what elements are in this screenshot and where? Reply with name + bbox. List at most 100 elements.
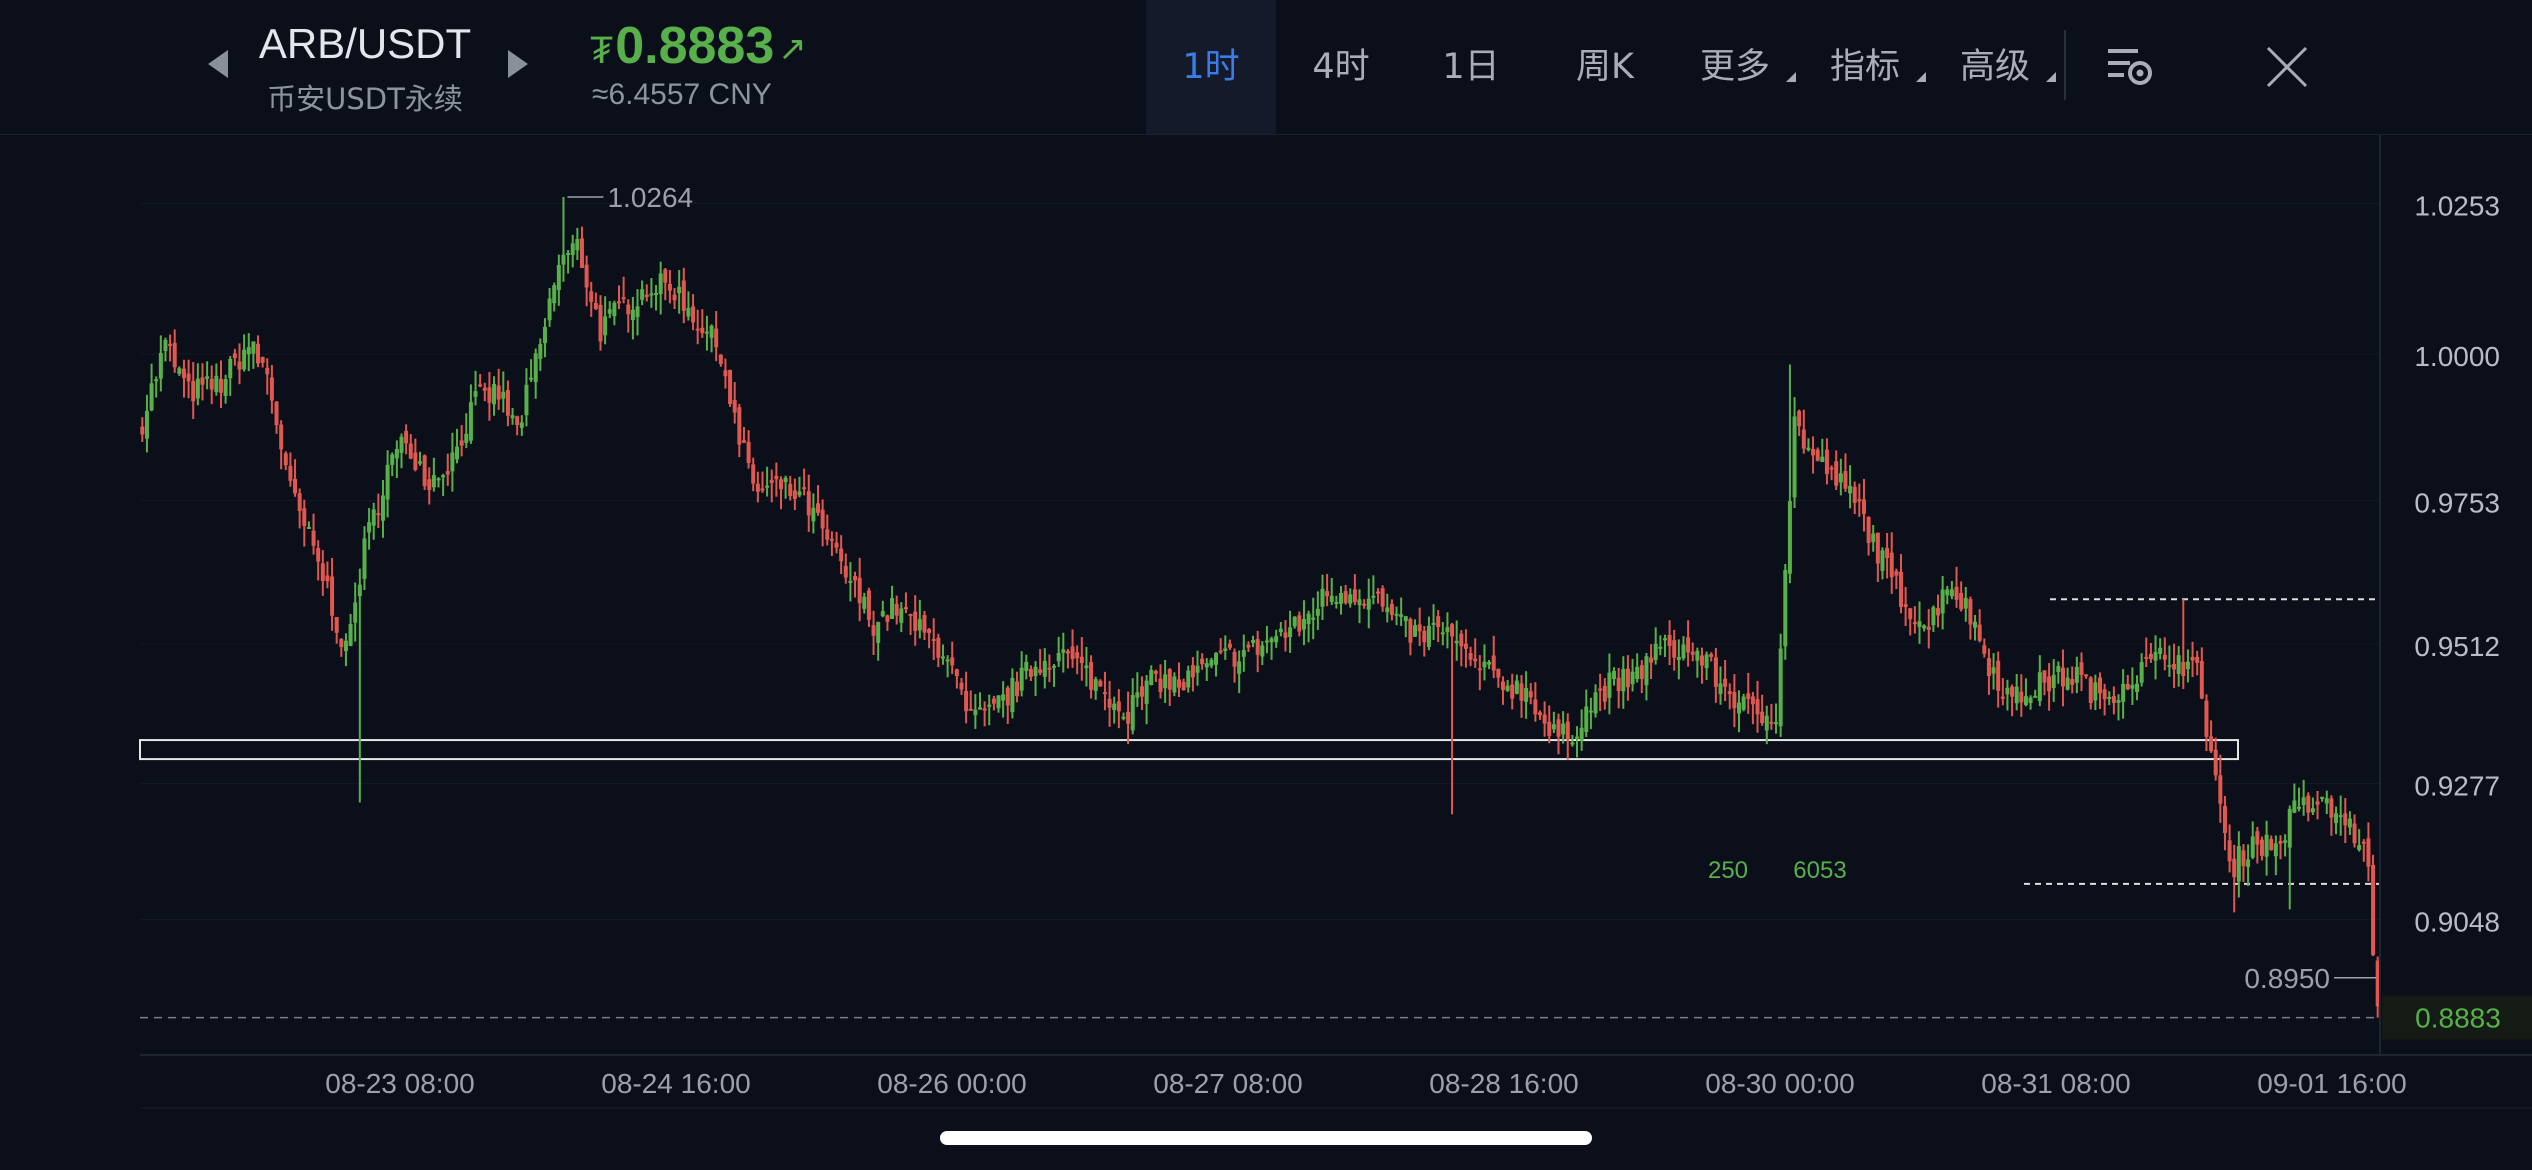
- candle: [1778, 633, 1783, 737]
- tab-advanced[interactable]: 高级: [1930, 0, 2060, 134]
- candle: [945, 655, 950, 678]
- candle: [450, 432, 455, 492]
- candle: [612, 300, 617, 326]
- candle-body: [492, 384, 497, 405]
- home-indicator[interactable]: [940, 1131, 1592, 1145]
- candle: [181, 359, 186, 398]
- candle: [2371, 854, 2376, 957]
- next-pair-arrow-icon[interactable]: [508, 50, 528, 78]
- candle-body: [2361, 841, 2366, 844]
- candle-body: [1815, 449, 1820, 461]
- candle: [1968, 596, 1973, 640]
- candle-body: [510, 415, 515, 419]
- candle: [380, 480, 385, 538]
- candle-body: [1357, 599, 1362, 606]
- candle-body: [1584, 706, 1589, 733]
- candle: [1533, 682, 1538, 722]
- candle-body: [422, 455, 427, 487]
- candle-body: [1394, 613, 1399, 616]
- candle: [2306, 792, 2311, 822]
- chart-settings-icon[interactable]: [2106, 45, 2154, 89]
- candle: [1848, 465, 1853, 509]
- tab-4h[interactable]: 4时: [1312, 47, 1370, 87]
- candle: [2172, 643, 2177, 688]
- candle: [519, 415, 524, 436]
- candle-body: [1417, 624, 1422, 632]
- candle-body: [741, 440, 746, 443]
- tab-1d[interactable]: 1日: [1442, 47, 1500, 87]
- candle: [237, 343, 242, 385]
- candle-body: [1681, 644, 1686, 659]
- candle: [1635, 653, 1640, 683]
- candle-body: [1139, 686, 1144, 697]
- candle: [566, 249, 571, 274]
- candle-body: [1260, 645, 1265, 657]
- candle: [149, 363, 154, 412]
- candle-body: [334, 617, 339, 633]
- candle-body: [399, 436, 404, 453]
- candle-body: [640, 289, 645, 300]
- candle-body: [1445, 627, 1450, 633]
- candle-body: [1588, 710, 1593, 713]
- candle-body: [1959, 592, 1964, 610]
- candle: [1857, 483, 1862, 517]
- candle: [1431, 604, 1436, 641]
- y-axis: 1.0253 1.0000 0.9753 0.9512 0.9277 0.9048: [2379, 134, 2500, 1055]
- candle-body: [1801, 429, 1806, 449]
- candle-body: [1690, 651, 1695, 655]
- candle-body: [723, 370, 728, 377]
- candle-body: [880, 611, 885, 617]
- candle-body: [205, 376, 210, 379]
- candle: [982, 701, 987, 727]
- candle: [404, 424, 409, 455]
- candle-body: [607, 309, 612, 314]
- candle: [1806, 438, 1811, 452]
- candle-body: [2185, 661, 2190, 670]
- candle-body: [2162, 654, 2167, 660]
- candle: [931, 618, 936, 661]
- candle: [2329, 795, 2334, 836]
- candle: [510, 407, 515, 425]
- candle: [2375, 956, 2380, 1018]
- candle-body: [1042, 660, 1047, 677]
- candle-body: [1737, 702, 1742, 714]
- candle: [2005, 679, 2010, 711]
- candle: [714, 311, 719, 362]
- candle-body: [1639, 665, 1644, 680]
- candle: [968, 690, 973, 711]
- candles: [140, 196, 2380, 1018]
- tab-indicators[interactable]: 指标: [1800, 0, 1930, 134]
- candle-body: [1977, 624, 1982, 641]
- candle: [1741, 693, 1746, 712]
- candle: [1787, 364, 1792, 584]
- candle-body: [353, 602, 358, 623]
- candle-body: [256, 343, 261, 364]
- candle: [1565, 713, 1570, 760]
- candle: [2116, 694, 2121, 721]
- candle-body: [1098, 680, 1103, 687]
- candle: [2079, 652, 2084, 692]
- candle-body: [1579, 727, 1584, 741]
- candle-body: [1898, 571, 1903, 607]
- candle: [1815, 447, 1820, 462]
- candle-body: [1931, 607, 1936, 626]
- tab-weekly[interactable]: 周K: [1576, 47, 1634, 87]
- candle: [1616, 667, 1621, 709]
- close-icon[interactable]: [2262, 42, 2312, 92]
- candle-body: [1070, 646, 1075, 660]
- candle-body: [1769, 721, 1774, 724]
- previous-pair-arrow-icon[interactable]: [208, 50, 228, 78]
- candle: [172, 329, 177, 373]
- candle: [163, 337, 168, 362]
- candle-body: [1510, 684, 1515, 699]
- candle: [1681, 636, 1686, 661]
- candle: [1551, 711, 1556, 734]
- candle: [2232, 844, 2237, 913]
- tab-more[interactable]: 更多: [1670, 0, 1800, 134]
- candle: [367, 508, 372, 550]
- tab-1h[interactable]: 1时: [1146, 0, 1276, 134]
- candle-body: [441, 475, 446, 478]
- candle-body: [1158, 678, 1163, 692]
- candle: [630, 297, 635, 340]
